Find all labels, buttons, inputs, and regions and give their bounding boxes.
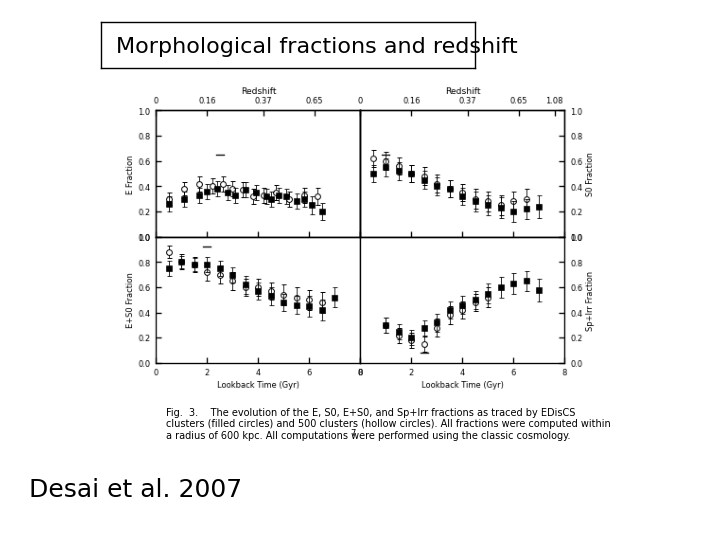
Text: Desai et al. 2007: Desai et al. 2007: [29, 478, 242, 502]
Text: 7: 7: [350, 429, 356, 438]
Text: Fig.  3.    The evolution of the E, S0, E+S0, and Sp+Irr fractions as traced by : Fig. 3. The evolution of the E, S0, E+S0…: [166, 408, 611, 441]
Text: Morphological fractions and redshift: Morphological fractions and redshift: [116, 37, 518, 57]
